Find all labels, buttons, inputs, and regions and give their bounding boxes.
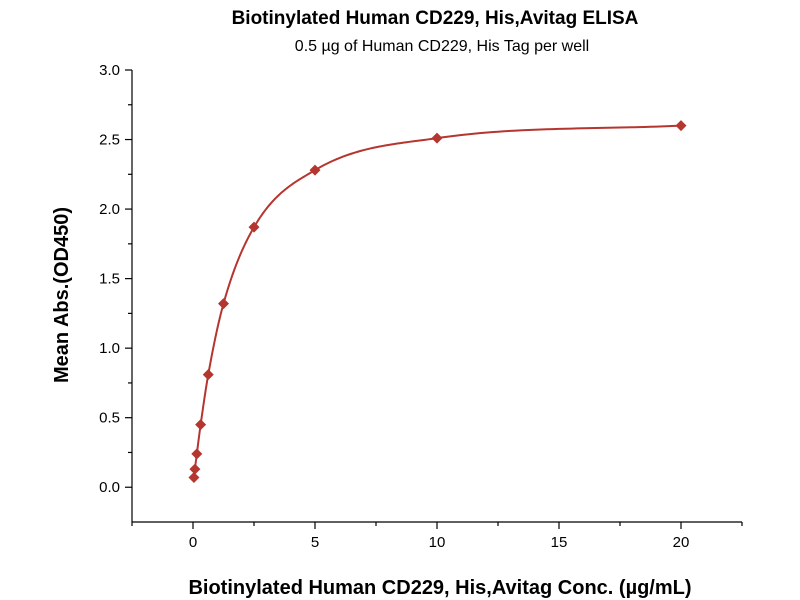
y-ticks: 0.0 0.5 1.0 1.5 2.0 2.5 3.0 bbox=[99, 62, 132, 496]
y-tick-label: 2.5 bbox=[99, 132, 120, 149]
x-tick-label: 10 bbox=[429, 534, 446, 551]
data-point bbox=[189, 463, 201, 475]
x-ticks: 0 5 10 15 20 bbox=[131, 522, 743, 551]
fit-curve-group bbox=[192, 124, 682, 478]
y-tick-label: 1.5 bbox=[99, 271, 120, 288]
y-tick-label: 0.5 bbox=[99, 410, 120, 427]
fit-curve bbox=[192, 124, 682, 478]
data-point bbox=[431, 132, 443, 144]
x-tick-label: 0 bbox=[189, 534, 197, 551]
data-point bbox=[191, 448, 203, 460]
data-point bbox=[675, 120, 687, 132]
data-point bbox=[195, 419, 207, 431]
x-tick-label: 15 bbox=[551, 534, 568, 551]
data-points bbox=[188, 120, 687, 483]
data-point bbox=[309, 164, 321, 176]
data-point bbox=[248, 221, 260, 233]
x-axis-title: Biotinylated Human CD229, His,Avitag Con… bbox=[188, 577, 691, 599]
y-tick-label: 0.0 bbox=[99, 479, 120, 496]
x-tick-label: 5 bbox=[311, 534, 319, 551]
data-point bbox=[202, 369, 214, 381]
y-axis-title: Mean Abs.(OD450) bbox=[51, 207, 73, 383]
y-tick-label: 2.0 bbox=[99, 201, 120, 218]
chart-title: Biotinylated Human CD229, His,Avitag ELI… bbox=[232, 8, 639, 29]
x-tick-label: 20 bbox=[673, 534, 690, 551]
data-point bbox=[218, 298, 229, 310]
chart-subtitle: 0.5 µg of Human CD229, His Tag per well bbox=[295, 38, 589, 55]
y-tick-label: 3.0 bbox=[99, 62, 120, 79]
y-tick-label: 1.0 bbox=[99, 340, 120, 357]
data-point bbox=[188, 471, 200, 483]
